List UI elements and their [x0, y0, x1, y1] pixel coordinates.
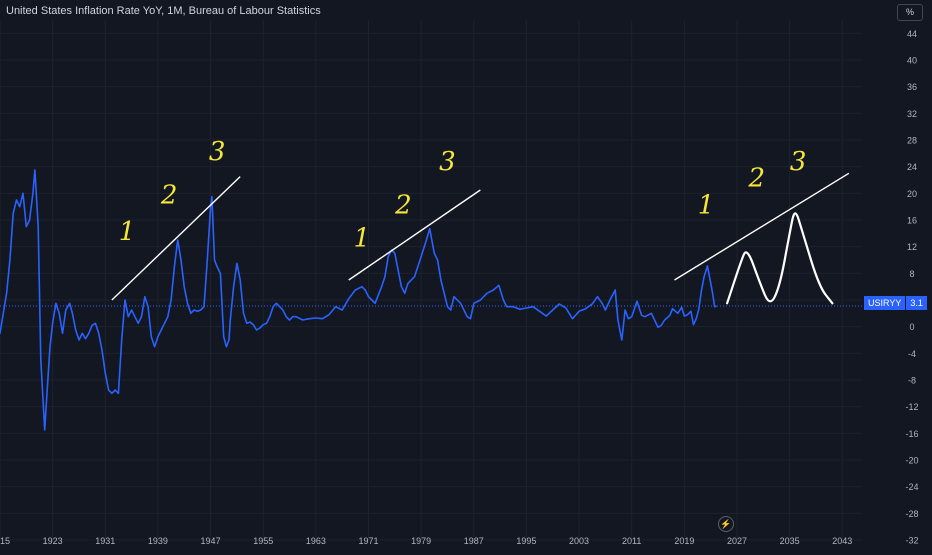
y-tick-label: -16 [905, 429, 918, 439]
y-tick-label: -24 [905, 482, 918, 492]
y-tick-label: -28 [905, 509, 918, 519]
last-value-number: 3.1 [906, 296, 927, 310]
y-tick-label: 8 [909, 269, 914, 279]
trend-line [348, 189, 481, 281]
x-tick-label: 1979 [411, 536, 431, 546]
y-tick-label: 36 [907, 82, 917, 92]
y-tick-label: 20 [907, 189, 917, 199]
last-value-symbol: USIRYY [864, 296, 906, 310]
x-tick-label: 1995 [516, 536, 536, 546]
y-tick-label: -4 [908, 349, 916, 359]
y-tick-label: 12 [907, 242, 917, 252]
annotation-label: 1 [119, 217, 136, 247]
unit-button[interactable]: % [897, 4, 923, 21]
chart-title: United States Inflation Rate YoY, 1M, Bu… [6, 5, 321, 17]
x-tick-label: 1971 [358, 536, 378, 546]
x-tick-label: 2027 [727, 536, 747, 546]
x-tick-label: 1947 [201, 536, 221, 546]
annotation-label: 1 [698, 190, 715, 220]
annotation-label: 3 [439, 147, 456, 177]
annotation-label: 2 [747, 164, 765, 194]
lightning-icon[interactable]: ⚡ [718, 516, 734, 532]
x-tick-label: 1955 [253, 536, 273, 546]
x-axis[interactable]: 1915 1923 1931 1939 1947 1955 1963 1971 1979 1987… [0, 536, 852, 546]
y-tick-label: -8 [908, 376, 916, 386]
y-tick-label: 0 [909, 322, 914, 332]
y-tick-label: -20 [905, 456, 918, 466]
x-tick-label: 2003 [569, 536, 589, 546]
trend-line [111, 176, 241, 301]
annotation-label: 2 [160, 180, 178, 210]
y-tick-label: 32 [907, 109, 917, 119]
y-tick-label: 28 [907, 136, 917, 146]
y-tick-label: 44 [907, 29, 917, 39]
series-line [0, 169, 717, 431]
x-tick-label: 2019 [674, 536, 694, 546]
projection-path [726, 212, 834, 305]
x-tick-label: 2011 [622, 536, 641, 546]
x-tick-label: 1963 [306, 536, 326, 546]
x-tick-label: 2043 [832, 536, 852, 546]
x-tick-label: 1939 [148, 536, 168, 546]
grid-layer [0, 20, 862, 541]
last-value-tag: USIRYY 3.1 [864, 296, 927, 310]
trend-line [674, 172, 850, 281]
annotation-label: 2 [394, 190, 412, 220]
annotation-label: 3 [209, 137, 226, 167]
x-tick-label: 1931 [95, 536, 115, 546]
y-axis[interactable]: 444036322824201612840-4-8-12-16-20-24-28… [905, 29, 918, 546]
annotation-label: 3 [790, 147, 807, 177]
x-tick-label: 1923 [43, 536, 63, 546]
x-tick-label: 1915 [0, 536, 10, 546]
y-tick-label: -32 [905, 536, 918, 546]
y-tick-label: 40 [907, 56, 917, 66]
series-layer [0, 169, 717, 431]
annotation-label: 1 [354, 224, 371, 254]
y-tick-label: 24 [907, 162, 917, 172]
x-tick-label: 2035 [780, 536, 800, 546]
x-tick-label: 1987 [464, 536, 484, 546]
y-tick-label: 16 [907, 216, 917, 226]
y-tick-label: -12 [905, 402, 918, 412]
